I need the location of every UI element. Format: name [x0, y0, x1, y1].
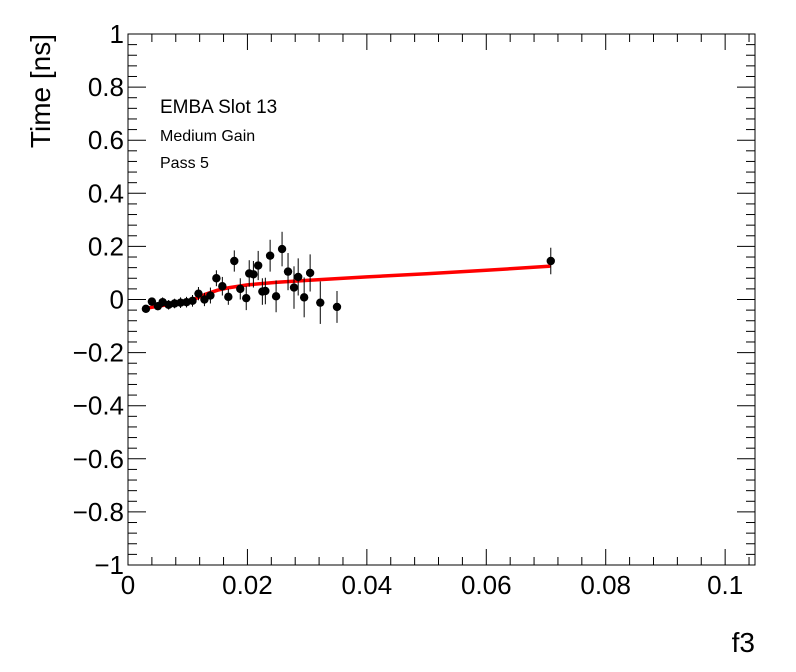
data-point — [283, 267, 293, 276]
annotation-gain: Medium Gain — [160, 128, 255, 145]
data-point — [236, 284, 245, 294]
y-tick-label: 0.8 — [88, 72, 124, 102]
axis-ticks — [127, 33, 755, 566]
data-point — [261, 286, 270, 296]
data-point — [271, 292, 281, 301]
x-tick-label: 0.04 — [342, 570, 393, 600]
y-tick-label: −0.8 — [73, 497, 124, 527]
x-tick-label: 0.02 — [222, 570, 273, 600]
annotation-slot: EMBA Slot 13 — [160, 97, 277, 118]
data-point — [206, 291, 215, 300]
y-tick-label: 0.4 — [88, 178, 124, 208]
data-point — [289, 283, 299, 292]
data-point — [230, 256, 239, 266]
data-point — [147, 297, 157, 306]
data-point — [277, 244, 287, 254]
data-point — [305, 268, 315, 278]
data-point — [218, 282, 227, 291]
data-point — [332, 302, 342, 312]
y-tick-label: 0.6 — [88, 125, 124, 155]
data-point — [194, 289, 203, 298]
data-point — [265, 251, 275, 260]
y-tick-label: −0.2 — [73, 338, 124, 368]
data-point — [546, 256, 555, 266]
annotation-pass: Pass 5 — [160, 155, 209, 172]
y-tick-label: 0.2 — [88, 231, 124, 261]
data-point — [253, 261, 263, 270]
data-point — [141, 304, 151, 313]
data-point — [224, 292, 233, 302]
data-point — [316, 298, 325, 307]
data-point — [200, 295, 209, 304]
y-tick-label: −0.6 — [73, 444, 124, 474]
y-tick-label: −0.4 — [73, 391, 124, 421]
x-tick-label: 0.08 — [580, 570, 631, 600]
data-point — [249, 270, 258, 279]
x-axis-title: f3 — [732, 627, 755, 658]
data-point — [188, 296, 197, 306]
x-tick-label: 0 — [121, 570, 135, 600]
data-point — [293, 272, 303, 282]
x-tick-label: 0.1 — [707, 570, 743, 600]
x-tick-label: 0.06 — [461, 570, 512, 600]
y-tick-labels: −1 −0.8 −0.6 −0.4 −0.2 0 0.2 0.4 0.6 0.8 1 — [73, 19, 124, 580]
data-point — [299, 293, 309, 302]
y-tick-label: 0 — [110, 285, 124, 315]
y-axis-title: Time [ns] — [25, 34, 56, 148]
x-tick-labels: 0 0.02 0.04 0.06 0.08 0.1 — [121, 570, 743, 600]
y-tick-label: −1 — [94, 550, 124, 580]
y-tick-label: 1 — [110, 19, 124, 49]
data-point — [212, 274, 221, 283]
data-points — [141, 231, 555, 324]
data-point — [242, 293, 251, 303]
